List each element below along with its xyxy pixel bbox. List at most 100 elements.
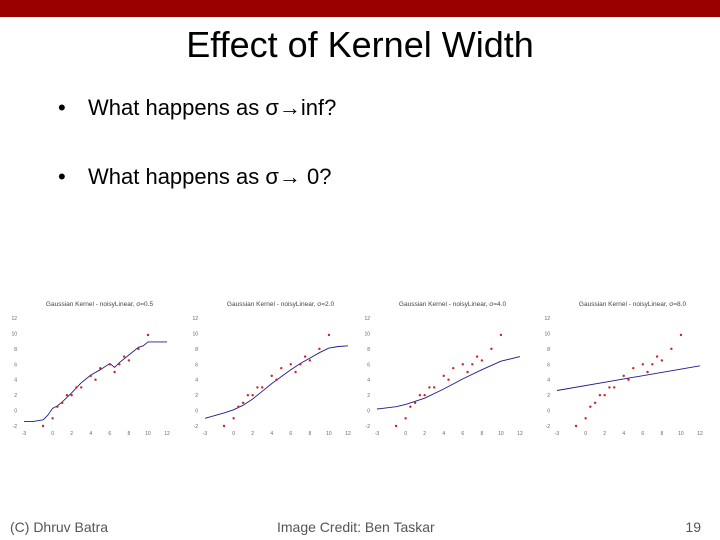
- data-point: [442, 374, 445, 378]
- data-point: [60, 401, 64, 405]
- x-tick-label: 8: [127, 431, 130, 437]
- data-point: [613, 386, 616, 389]
- x-tick-label: 8: [480, 431, 483, 437]
- data-point: [80, 386, 83, 389]
- y-tick-label: 12: [544, 316, 550, 322]
- data-point: [327, 333, 331, 337]
- data-point: [452, 366, 455, 370]
- fit-line: [24, 341, 167, 422]
- data-point: [113, 370, 116, 374]
- chart-title: Gaussian Kernel - noisyLinear, σ=0.5: [46, 301, 154, 308]
- data-point: [294, 370, 297, 374]
- data-point: [632, 366, 635, 370]
- y-tick-label: 2: [547, 393, 550, 399]
- data-point: [622, 374, 625, 378]
- data-point: [646, 370, 649, 374]
- data-point: [89, 374, 92, 378]
- x-tick-label: 0: [51, 431, 54, 437]
- bullet-glyph: •: [58, 95, 66, 120]
- x-tick-label: 12: [517, 431, 523, 437]
- y-tick-label: 8: [547, 347, 550, 353]
- y-tick-label: 8: [367, 347, 370, 353]
- chart-svg: Gaussian Kernel - noisyLinear, σ=2.0 -2 0 2…: [192, 301, 351, 437]
- y-tick-label: 6: [547, 362, 550, 368]
- y-tick-label: 2: [367, 393, 370, 399]
- data-point: [423, 393, 426, 397]
- x-tick-label: 0: [404, 431, 407, 437]
- data-point: [589, 405, 592, 408]
- bullet-list: • What happens as σ→inf? • What happens …: [58, 93, 336, 231]
- data-point: [447, 378, 450, 381]
- x-tick-label: 10: [145, 431, 151, 437]
- data-point: [471, 363, 474, 366]
- chart-svg: Gaussian Kernel - noisyLinear, σ=0.5 -2 0 2…: [11, 301, 170, 437]
- data-point: [41, 424, 45, 428]
- page-number: 19: [685, 519, 701, 535]
- data-point: [418, 393, 422, 397]
- y-tick-label: 4: [367, 378, 370, 384]
- data-point: [318, 347, 321, 351]
- data-point: [51, 417, 54, 420]
- data-point: [108, 363, 112, 366]
- y-tick-label: 0: [547, 409, 550, 415]
- bullet-text: What happens as σ→ 0?: [88, 164, 332, 189]
- x-tick-label: 4: [442, 431, 445, 437]
- y-tick-label: 6: [367, 362, 370, 368]
- data-point: [118, 363, 121, 366]
- y-tick-label: 0: [195, 409, 198, 415]
- data-point: [651, 363, 654, 366]
- plot-sigma-4-0: Gaussian Kernel - noisyLinear, σ=4.0 -2 0 2…: [355, 292, 525, 442]
- x-tick-label: 4: [89, 431, 92, 437]
- data-point: [660, 359, 664, 362]
- data-point: [251, 393, 254, 397]
- chart-title: Gaussian Kernel - noisyLinear, σ=4.0: [399, 301, 507, 308]
- x-tick-label: 2: [423, 431, 426, 437]
- bullet-text: What happens as σ→inf?: [88, 95, 337, 120]
- y-tick-label: -2: [546, 424, 551, 430]
- data-point: [246, 393, 250, 397]
- data-point: [413, 401, 417, 405]
- data-point: [299, 363, 302, 366]
- x-tick-label: 2: [70, 431, 73, 437]
- data-point: [409, 405, 412, 408]
- x-tick-label: 8: [660, 431, 663, 437]
- x-tick-label: 6: [641, 431, 644, 437]
- plot-sigma-0-5: Gaussian Kernel - noisyLinear, σ=0.5 -2 0 2…: [2, 292, 172, 442]
- x-tick-label: 6: [461, 431, 464, 437]
- data-point: [670, 347, 673, 351]
- data-point: [280, 366, 283, 370]
- data-point: [70, 393, 73, 397]
- data-point: [499, 333, 503, 337]
- data-point: [404, 417, 407, 420]
- slide-title: Effect of Kernel Width: [186, 24, 534, 65]
- bullet-item: • What happens as σ→inf?: [58, 93, 336, 162]
- y-tick-label: 4: [195, 378, 198, 384]
- data-point: [56, 405, 59, 408]
- data-point: [627, 378, 630, 381]
- y-tick-label: 2: [195, 393, 198, 399]
- x-tick-label: 0: [232, 431, 235, 437]
- bullet-item: • What happens as σ→ 0?: [58, 162, 336, 231]
- y-tick-label: 10: [11, 331, 17, 337]
- data-point: [574, 424, 578, 428]
- data-point: [303, 355, 307, 358]
- data-point: [480, 359, 484, 362]
- y-tick-label: 12: [11, 316, 17, 322]
- data-point: [433, 386, 436, 389]
- y-tick-label: 6: [195, 362, 198, 368]
- data-point: [122, 355, 126, 358]
- data-point: [679, 333, 683, 337]
- top-accent-bar: [0, 0, 720, 17]
- y-tick-label: 8: [14, 347, 17, 353]
- chart-svg: Gaussian Kernel - noisyLinear, σ=8.0 -2 0 2…: [544, 301, 703, 437]
- y-tick-label: -2: [194, 424, 199, 430]
- data-point: [94, 378, 97, 381]
- x-tick-label: 10: [326, 431, 332, 437]
- data-point: [99, 366, 102, 370]
- x-tick-label: 10: [678, 431, 684, 437]
- data-point: [275, 378, 278, 381]
- data-point: [222, 424, 226, 428]
- plot-sigma-8-0: Gaussian Kernel - noisyLinear, σ=8.0 -2 0 2…: [535, 292, 705, 442]
- data-point: [261, 386, 264, 389]
- data-point: [428, 386, 431, 389]
